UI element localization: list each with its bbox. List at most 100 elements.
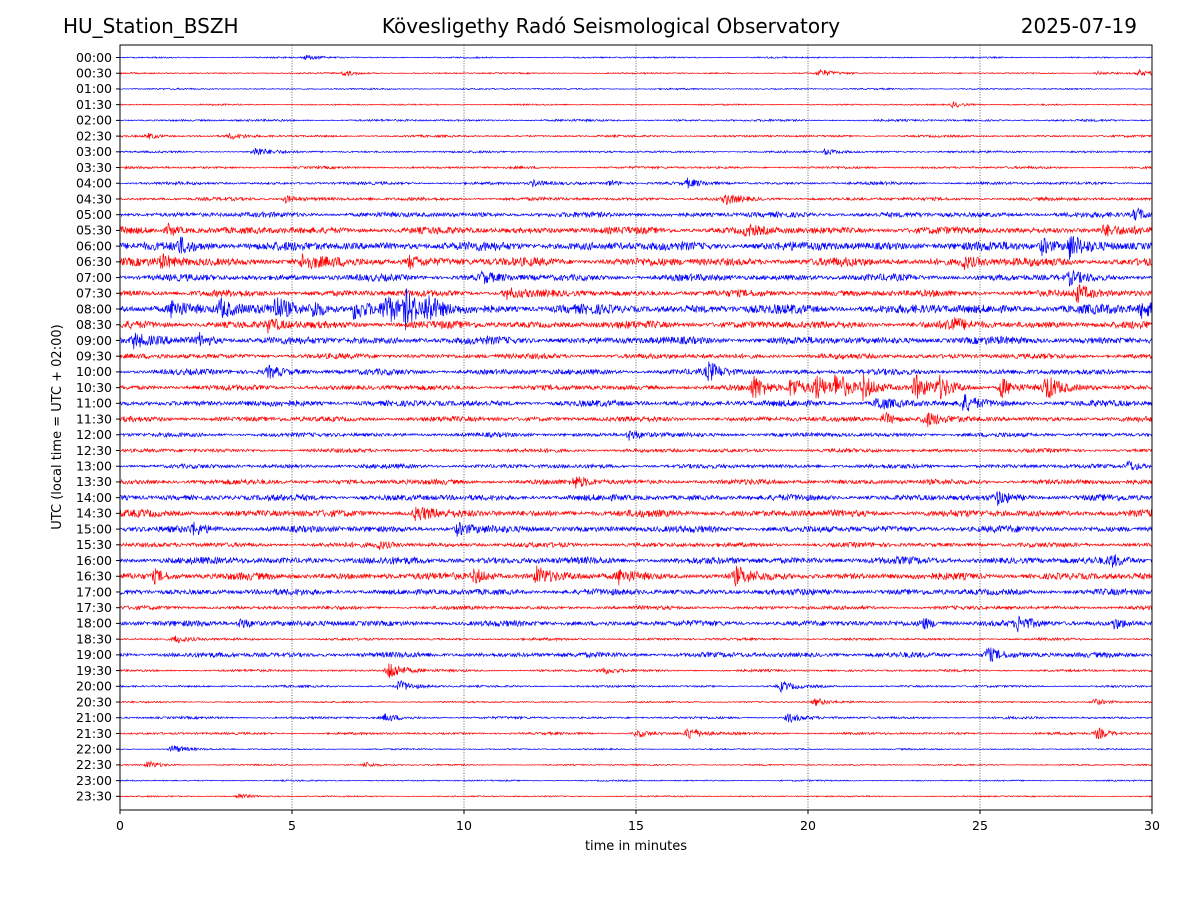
trace-0600 bbox=[119, 236, 1153, 261]
y-tick-label: 18:30 bbox=[76, 631, 112, 646]
trace-0300 bbox=[119, 147, 1153, 156]
trace-2100 bbox=[119, 713, 1153, 724]
trace-0930 bbox=[119, 352, 1153, 361]
trace-1830 bbox=[119, 635, 1153, 644]
trace-2230 bbox=[119, 760, 1153, 768]
y-tick-label: 10:00 bbox=[76, 364, 112, 379]
y-tick-label: 15:00 bbox=[76, 521, 112, 536]
trace-1030 bbox=[119, 374, 1153, 402]
trace-1300 bbox=[119, 460, 1153, 471]
grid-lines bbox=[291, 45, 981, 810]
trace-1930 bbox=[119, 663, 1153, 678]
trace-1330 bbox=[119, 476, 1153, 489]
x-tick-label: 25 bbox=[972, 818, 988, 833]
trace-2330 bbox=[119, 793, 1153, 800]
trace-0100 bbox=[119, 87, 1153, 91]
trace-0900 bbox=[119, 331, 1153, 350]
trace-0800 bbox=[119, 288, 1153, 331]
trace-1800 bbox=[119, 615, 1153, 633]
y-tick-label: 15:30 bbox=[76, 537, 112, 552]
y-tick-label: 20:00 bbox=[76, 679, 112, 694]
y-tick-label: 08:30 bbox=[76, 317, 112, 332]
y-tick-label: 17:00 bbox=[76, 584, 112, 599]
trace-2130 bbox=[119, 727, 1153, 740]
trace-1500 bbox=[119, 521, 1153, 537]
y-tick-label: 20:30 bbox=[76, 694, 112, 709]
x-tick-label: 15 bbox=[628, 818, 644, 833]
x-axis-label: time in minutes bbox=[585, 839, 687, 854]
x-axis-ticks: 0 5 10 15 20 25 30 bbox=[116, 810, 1160, 833]
trace-1230 bbox=[119, 447, 1153, 454]
y-tick-label: 03:30 bbox=[76, 160, 112, 175]
y-tick-label: 07:30 bbox=[76, 286, 112, 301]
trace-1730 bbox=[119, 604, 1153, 611]
y-tick-label: 00:00 bbox=[76, 50, 112, 65]
x-tick-label: 20 bbox=[800, 818, 816, 833]
y-tick-label: 22:30 bbox=[76, 757, 112, 772]
y-tick-label: 23:00 bbox=[76, 773, 112, 788]
seismic-traces bbox=[119, 54, 1153, 800]
y-tick-label: 11:30 bbox=[76, 411, 112, 426]
y-tick-label: 21:00 bbox=[76, 710, 112, 725]
y-tick-label: 13:30 bbox=[76, 474, 112, 489]
y-tick-label: 13:00 bbox=[76, 459, 112, 474]
trace-2000 bbox=[119, 680, 1153, 693]
y-tick-label: 10:30 bbox=[76, 380, 112, 395]
y-tick-label: 01:00 bbox=[76, 81, 112, 96]
y-tick-label: 17:30 bbox=[76, 600, 112, 615]
x-tick-label: 10 bbox=[456, 818, 472, 833]
trace-0400 bbox=[119, 177, 1153, 189]
trace-2030 bbox=[119, 698, 1153, 706]
trace-2200 bbox=[119, 745, 1153, 753]
trace-0200 bbox=[119, 118, 1153, 123]
chart-date: 2025-07-19 bbox=[1020, 14, 1137, 38]
y-tick-label: 07:00 bbox=[76, 270, 112, 285]
y-tick-label: 14:00 bbox=[76, 490, 112, 505]
station-name: HU_Station_BSZH bbox=[63, 14, 239, 38]
trace-0830 bbox=[119, 317, 1153, 334]
y-tick-label: 14:30 bbox=[76, 506, 112, 521]
trace-0030 bbox=[119, 68, 1153, 77]
y-tick-label: 06:30 bbox=[76, 254, 112, 269]
y-tick-label: 02:00 bbox=[76, 113, 112, 128]
trace-0730 bbox=[119, 284, 1153, 304]
y-tick-label: 04:00 bbox=[76, 176, 112, 191]
trace-1630 bbox=[119, 565, 1153, 587]
trace-0630 bbox=[119, 253, 1153, 270]
y-axis-ticks: 00:0000:3001:0001:3002:0002:3003:0003:30… bbox=[76, 50, 120, 804]
trace-0000 bbox=[119, 54, 1153, 61]
y-tick-label: 05:00 bbox=[76, 207, 112, 222]
y-tick-label: 09:00 bbox=[76, 333, 112, 348]
y-tick-label: 23:30 bbox=[76, 789, 112, 804]
trace-0700 bbox=[119, 270, 1153, 287]
trace-1700 bbox=[119, 587, 1153, 597]
y-tick-label: 05:30 bbox=[76, 223, 112, 238]
y-tick-label: 11:00 bbox=[76, 396, 112, 411]
y-tick-label: 04:30 bbox=[76, 191, 112, 206]
y-axis-label: UTC (local time = UTC + 02:00) bbox=[50, 324, 65, 529]
trace-1100 bbox=[119, 393, 1153, 412]
trace-1900 bbox=[119, 647, 1153, 662]
trace-0330 bbox=[119, 164, 1153, 170]
y-tick-label: 19:30 bbox=[76, 663, 112, 678]
y-tick-label: 22:00 bbox=[76, 741, 112, 756]
y-tick-label: 16:30 bbox=[76, 569, 112, 584]
trace-1000 bbox=[119, 361, 1153, 382]
trace-2300 bbox=[119, 779, 1153, 783]
trace-1200 bbox=[119, 430, 1153, 441]
y-tick-label: 01:30 bbox=[76, 97, 112, 112]
y-tick-label: 19:00 bbox=[76, 647, 112, 662]
y-tick-label: 00:30 bbox=[76, 66, 112, 81]
trace-0530 bbox=[119, 222, 1153, 238]
y-tick-label: 12:30 bbox=[76, 443, 112, 458]
trace-0130 bbox=[119, 101, 1153, 109]
y-tick-label: 16:00 bbox=[76, 553, 112, 568]
trace-0230 bbox=[119, 132, 1153, 140]
trace-0430 bbox=[119, 194, 1153, 205]
y-tick-label: 12:00 bbox=[76, 427, 112, 442]
y-tick-label: 08:00 bbox=[76, 301, 112, 316]
y-tick-label: 03:00 bbox=[76, 144, 112, 159]
x-tick-label: 5 bbox=[288, 818, 296, 833]
y-tick-label: 09:30 bbox=[76, 348, 112, 363]
